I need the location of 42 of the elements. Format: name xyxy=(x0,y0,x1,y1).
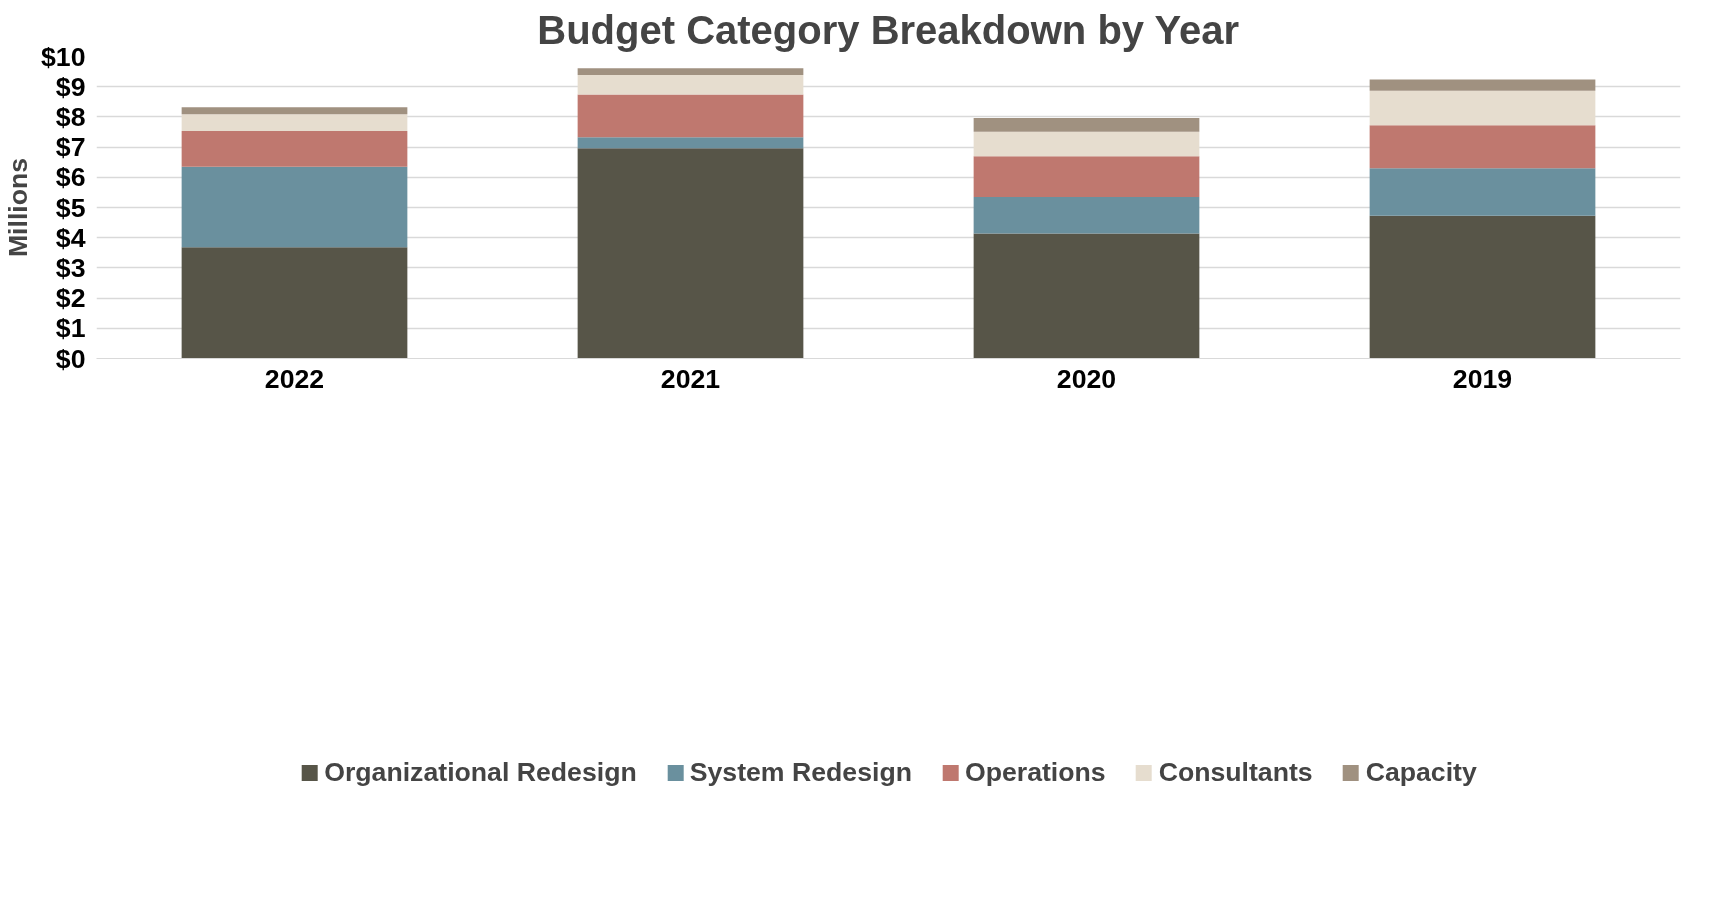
y-tick-label: $0 xyxy=(55,343,86,374)
bar xyxy=(181,107,408,115)
bar xyxy=(973,131,1200,157)
bar xyxy=(577,68,804,75)
y-tick-label: $3 xyxy=(55,252,86,283)
y-axis-title: Millions xyxy=(3,157,34,258)
bar xyxy=(1369,215,1596,359)
bar xyxy=(181,114,408,132)
bar xyxy=(181,166,408,248)
y-tick-label: $1 xyxy=(55,313,86,344)
bar xyxy=(973,118,1200,132)
bar xyxy=(577,137,804,149)
y-tick-label: $7 xyxy=(55,132,86,163)
y-tick-label: $5 xyxy=(55,192,86,223)
legend-label: Operations xyxy=(964,756,1106,788)
y-tick-label: $8 xyxy=(55,101,86,132)
bar xyxy=(577,74,804,95)
bar xyxy=(181,131,408,167)
bar xyxy=(577,94,804,138)
legend-label: Organizational Redesign xyxy=(324,756,637,788)
y-tick-label: $6 xyxy=(55,162,86,193)
chart-title: Budget Category Breakdown by Year xyxy=(537,7,1239,52)
legend-label: Consultants xyxy=(1158,756,1313,788)
y-tick-label: $10 xyxy=(41,41,86,72)
bar xyxy=(1369,168,1596,216)
x-tick-label: 2022 xyxy=(264,363,325,394)
bar xyxy=(1369,125,1596,169)
bar xyxy=(1369,90,1596,126)
bar xyxy=(973,196,1200,234)
y-tick-label: $4 xyxy=(55,222,86,253)
bar xyxy=(973,156,1200,197)
x-tick-label: 2019 xyxy=(1452,363,1513,394)
bar xyxy=(973,233,1200,359)
bar xyxy=(181,247,408,359)
legend-label: System Redesign xyxy=(689,756,912,788)
x-tick-label: 2020 xyxy=(1056,363,1117,394)
bar xyxy=(1369,79,1596,91)
x-tick-label: 2021 xyxy=(660,363,721,394)
bar xyxy=(577,148,804,359)
y-tick-label: $2 xyxy=(55,283,86,314)
legend-label: Capacity xyxy=(1365,756,1477,788)
y-tick-label: $9 xyxy=(55,71,86,102)
